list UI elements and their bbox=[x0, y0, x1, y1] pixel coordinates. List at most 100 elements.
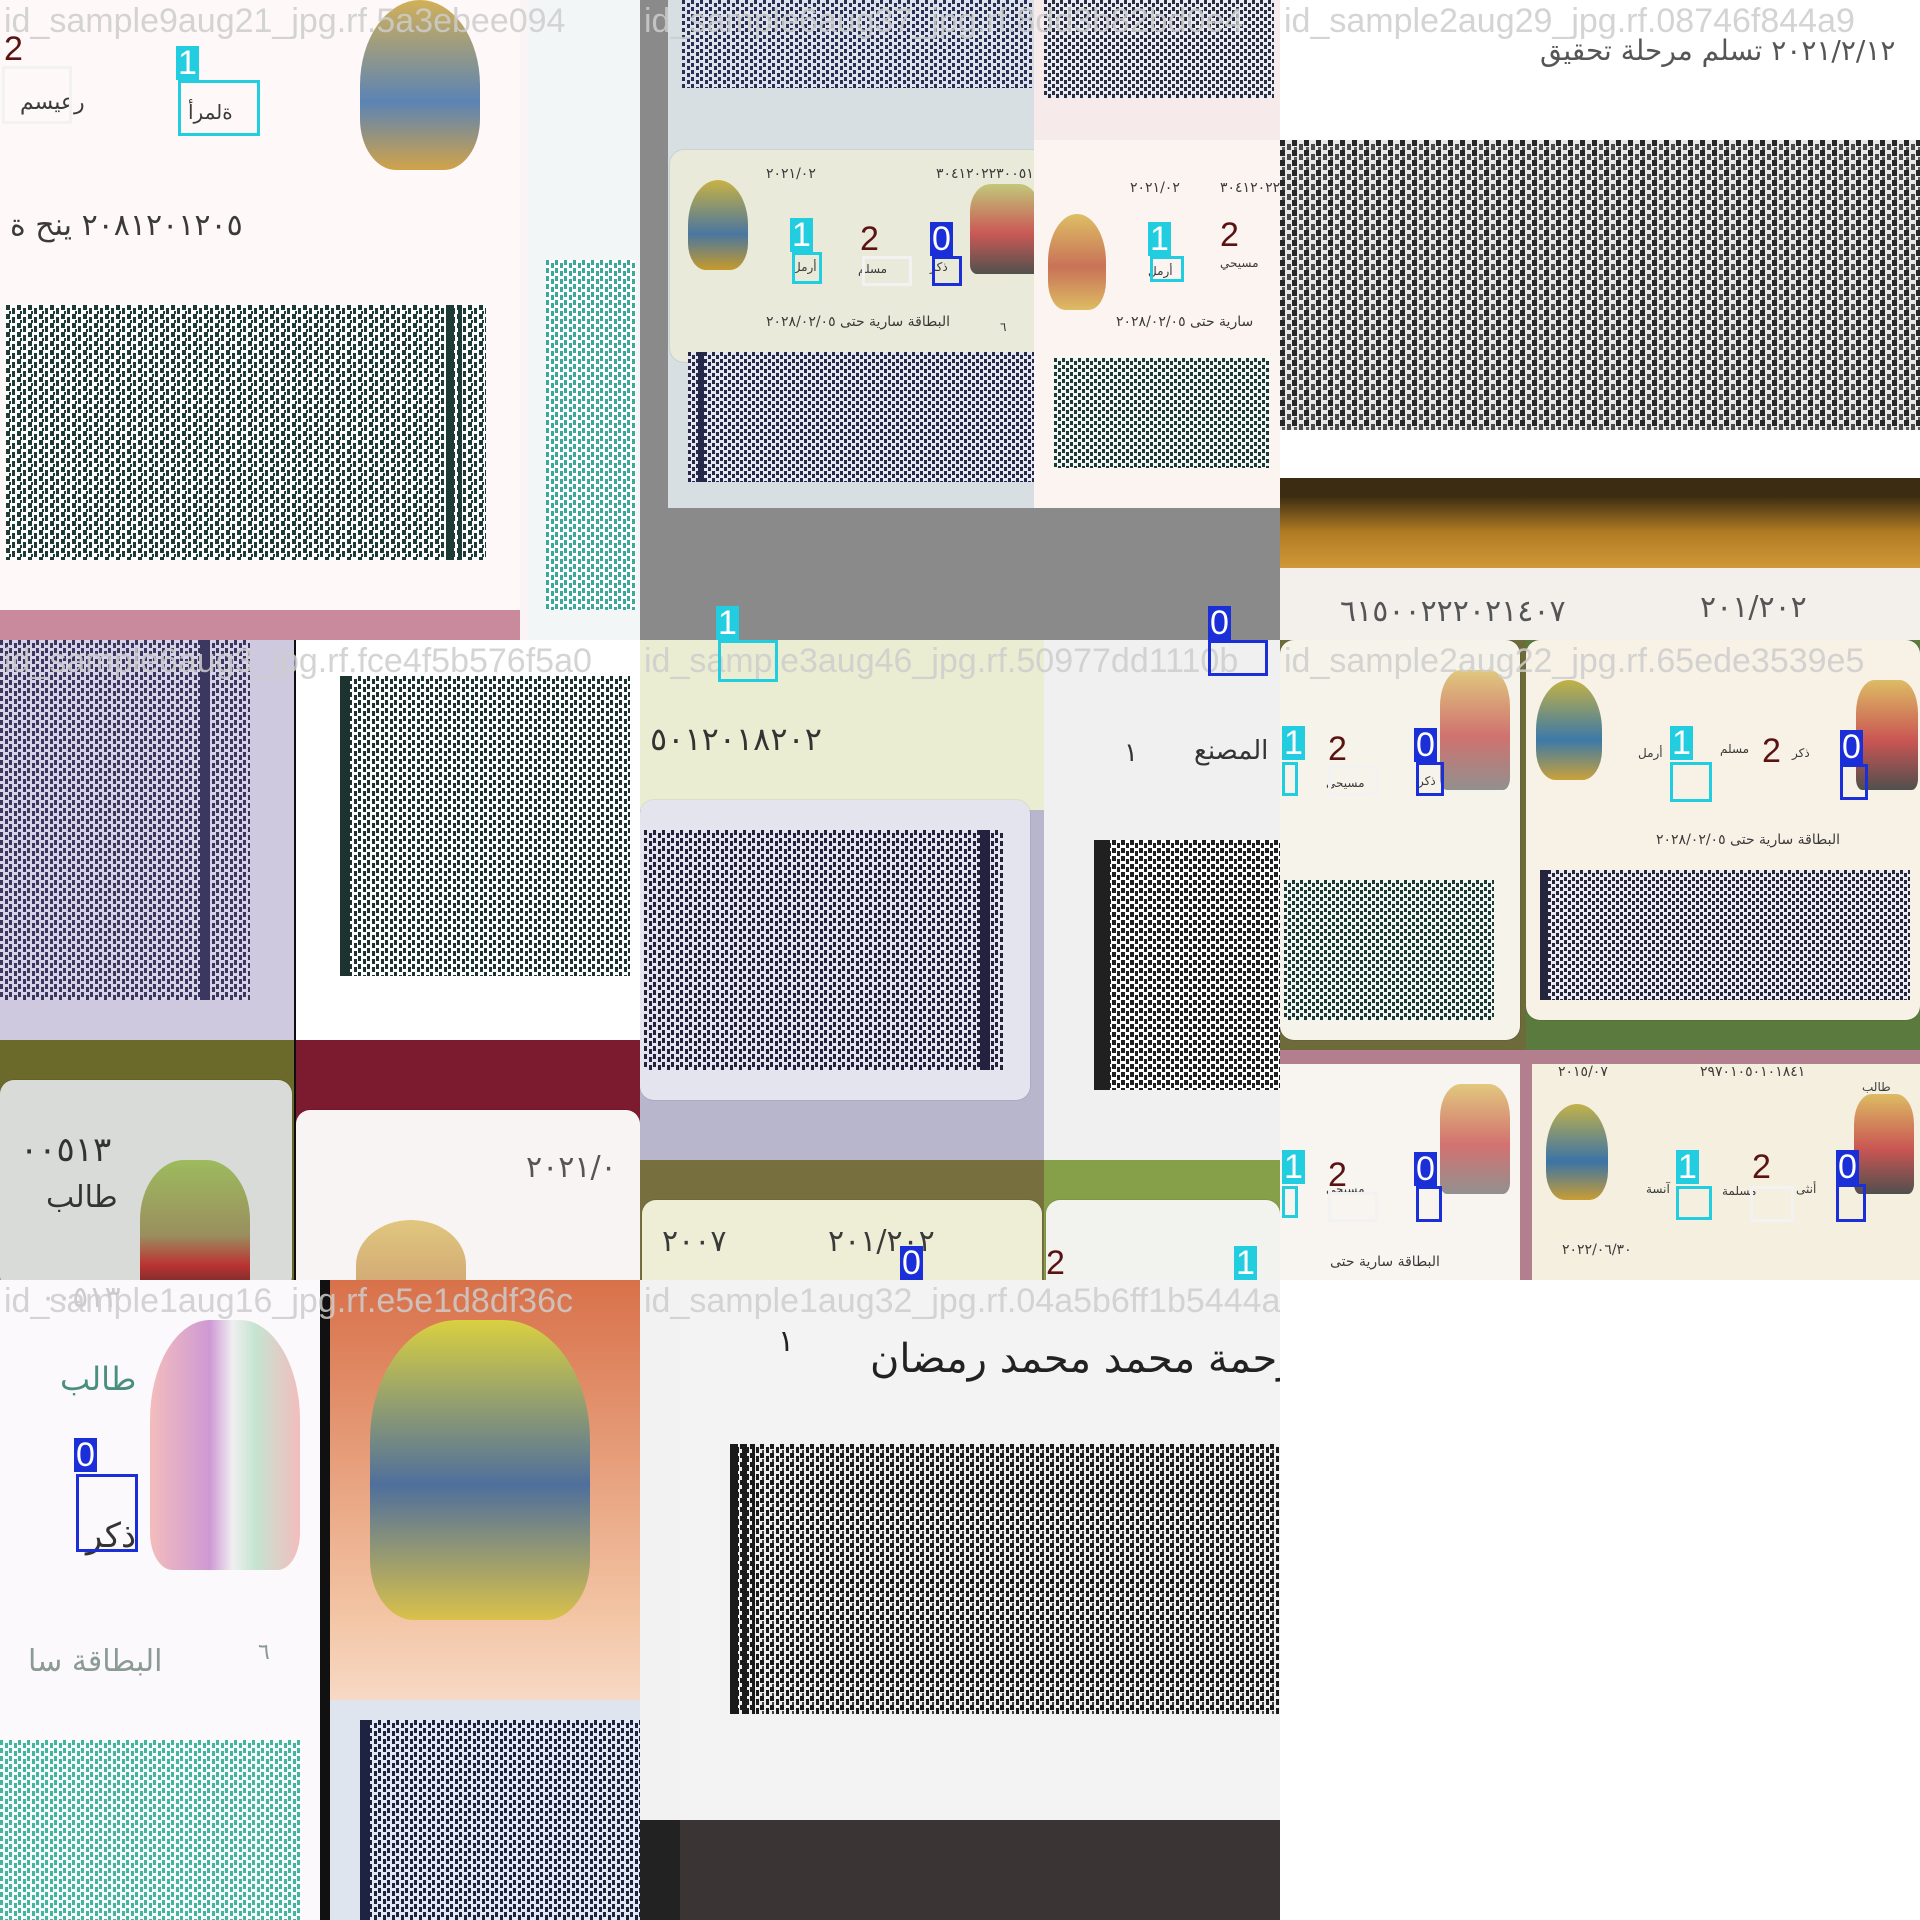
id-card-image: أرمل مسلم ذكر البطاقة سارية حتى ٢٠٢٨/٠٢/… bbox=[1526, 640, 1920, 1050]
detection-box-0 bbox=[1416, 1186, 1442, 1222]
barcode bbox=[1044, 0, 1274, 98]
card-text: البطاقة سارية حتى ٢٠٢٨/٠٢/٠٥ bbox=[1656, 832, 1840, 848]
barcode bbox=[0, 1740, 300, 1920]
class-label-1: 1 bbox=[1282, 724, 1305, 762]
class-label-2: 2 bbox=[1328, 730, 1347, 768]
detection-box-1 bbox=[1670, 762, 1712, 802]
barcode bbox=[1094, 840, 1280, 1090]
image-filename: id_sample3aug46_jpg.rf.50977dd1110b bbox=[644, 642, 1239, 680]
detection-box-0 bbox=[932, 256, 962, 286]
barcode bbox=[730, 1444, 1280, 1714]
barcode bbox=[1540, 870, 1910, 1000]
detection-box-1 bbox=[1282, 1186, 1298, 1218]
card-text: مسلمة bbox=[1722, 1184, 1757, 1198]
card-text: ١ bbox=[778, 1324, 795, 1359]
card-text: ٦ bbox=[258, 1640, 270, 1665]
eagle-emblem-icon bbox=[1440, 670, 1510, 790]
barcode bbox=[1054, 358, 1270, 468]
card-text: ةلمرأ bbox=[188, 100, 233, 124]
card-text: ٢٠٢١/٢/١٢ تسلم مرحلة تحقيق bbox=[1540, 34, 1896, 67]
class-label-1: 1 bbox=[1670, 724, 1693, 762]
mosaic-tile-7: طالب ذكر البطاقة سا ٦ ٠٠٥١٣ id_sample1au… bbox=[0, 1280, 640, 1920]
detection-box-2 bbox=[1328, 1192, 1378, 1222]
card-text: سارية حتى ٢٠٢٨/٠٢/٠٥ bbox=[1116, 314, 1254, 330]
detection-box-0 bbox=[1836, 1184, 1866, 1222]
detection-box-1 bbox=[1676, 1186, 1712, 1220]
barcode bbox=[340, 676, 630, 976]
id-card-image bbox=[296, 640, 640, 1040]
class-label-2: 2 bbox=[1328, 1156, 1347, 1194]
id-card-image bbox=[330, 1280, 640, 1920]
class-label-2: 2 bbox=[860, 220, 879, 258]
card-text: ٢٠٢١/٠٢ bbox=[766, 166, 816, 182]
id-card-image: رعيسم ةلمرأ ٢٠٨١٢٠١٢٠٥ ينح ة ٣ bbox=[0, 0, 528, 640]
card-text: أرمل bbox=[1148, 264, 1173, 278]
pharaoh-mask-icon bbox=[356, 1220, 466, 1280]
card-text: طالب bbox=[1862, 1080, 1891, 1094]
card-text: ٢٠٢٢/٠٦/٣٠ bbox=[1562, 1242, 1632, 1258]
card-text: المصنع bbox=[1194, 736, 1269, 766]
card-text: مسلم bbox=[858, 262, 888, 276]
detection-box-0 bbox=[1208, 640, 1268, 676]
card-text: طالب bbox=[46, 1180, 118, 1215]
id-card-image: ٢٠٢١/٠ bbox=[296, 1040, 640, 1280]
image-filename: id_sample1aug32_jpg.rf.04a5b6ff1b5444ae bbox=[644, 1282, 1280, 1320]
id-card-image: ٣٠٤١٢٠٢٢٣٠٠٥١٣ ٢٠٢١/٠٢ أرمل مسلم ذكر الب… bbox=[668, 0, 1064, 508]
detection-box-2 bbox=[1750, 1186, 1794, 1222]
id-card-image: مسيحى ذكر bbox=[1280, 640, 1526, 1050]
card-text: البطاقة سارية حتى bbox=[1330, 1254, 1440, 1270]
mosaic-tile-2: ٣٠٤١٢٠٢٢٣٠٠٥١٣ ٢٠٢١/٠٢ أرمل مسلم ذكر الب… bbox=[640, 0, 1280, 640]
class-label-2: 2 bbox=[1762, 732, 1781, 770]
eagle-emblem-icon bbox=[970, 184, 1040, 274]
id-card-image: طالب ٢٠١٥/٠٧ ٢٩٧٠١٠٥٠١٠١٨٤١ آنسة مسلمة أ… bbox=[1532, 1064, 1920, 1280]
card-text: مسيحى bbox=[1326, 776, 1365, 790]
id-card-front: ٢٠٢١/٠ bbox=[296, 1110, 640, 1280]
card-text: طالب bbox=[60, 1360, 137, 1398]
detection-box-2 bbox=[862, 256, 912, 286]
id-card-front: ٠٠٥١٣ طالب bbox=[0, 1080, 292, 1280]
id-card-image bbox=[528, 0, 640, 640]
image-filename: id_sample2aug29_jpg.rf.08746f844a9 bbox=[1284, 2, 1855, 40]
id-card-image: ٠٠٥١٣ طالب bbox=[0, 1040, 294, 1280]
detection-box-1 bbox=[1282, 762, 1298, 796]
id-card-image: ١ المصنع bbox=[1044, 640, 1280, 1160]
id-card-image: طالب ذكر البطاقة سا ٦ ٠٠٥١٣ bbox=[0, 1280, 320, 1920]
barcode bbox=[546, 260, 636, 610]
card-text: البطاقة سارية حتى ٢٠٢٨/٠٢/٠٥ bbox=[766, 314, 950, 330]
detection-box-1 bbox=[1150, 256, 1184, 282]
eagle-emblem-icon bbox=[140, 1160, 250, 1280]
mosaic-tile-empty bbox=[1280, 1280, 1920, 1920]
card-text: ٥٠١٢٠١٨٢٠٢ bbox=[650, 720, 822, 758]
card-text: ٦ bbox=[1000, 320, 1007, 334]
barcode bbox=[0, 640, 250, 1000]
wood-surface bbox=[1280, 478, 1920, 568]
barcode bbox=[644, 830, 1004, 1070]
detection-box-1 bbox=[792, 252, 822, 284]
class-label-0: 0 bbox=[74, 1436, 97, 1474]
detection-box-0 bbox=[76, 1474, 138, 1552]
card-text: آنسة bbox=[1646, 1182, 1670, 1196]
class-label-1: 1 bbox=[716, 604, 739, 640]
class-label-0: 0 bbox=[1414, 1150, 1437, 1188]
image-filename: id_sample2aug22_jpg.rf.65ede3539e5 bbox=[1284, 642, 1865, 680]
id-card-image: ٢٠١/٢٠٢ ٢٠٠٧ bbox=[640, 1160, 1044, 1280]
card-text: ٣٠٤١٢٠٢٢٣٠٠٥١٣ bbox=[1220, 180, 1280, 196]
card-text: ذكر bbox=[1792, 746, 1810, 760]
card-text: رعيسم bbox=[20, 90, 85, 115]
id-card-front: أرمل مسلم ذكر البطاقة سارية حتى ٢٠٢٨/٠٢/… bbox=[1526, 640, 1920, 1020]
class-label-0: 0 bbox=[900, 1244, 923, 1280]
eagle-emblem-icon bbox=[1440, 1084, 1510, 1194]
card-text: أرمل bbox=[1638, 746, 1663, 760]
card-text: أنثى bbox=[1796, 1182, 1817, 1196]
card-text: مسيحي bbox=[1220, 256, 1259, 270]
class-label-1: 1 bbox=[1234, 1244, 1257, 1280]
card-text: ٢٠١/٢٠٢ bbox=[1700, 590, 1807, 625]
id-card-back bbox=[640, 800, 1030, 1100]
eagle-emblem-icon bbox=[150, 1320, 300, 1570]
id-card-front: ٢٠١/٢٠٢ ٢٠٠٧ bbox=[642, 1200, 1042, 1280]
mosaic-tile-4: ٠٠٥١٣ طالب ٢٠٢١/٠ id_sample6aug3_jpg.rf.… bbox=[0, 640, 640, 1280]
class-label-0: 0 bbox=[1208, 604, 1231, 640]
detection-box-1 bbox=[718, 640, 778, 682]
class-label-2: 2 bbox=[1046, 1244, 1065, 1280]
id-card-image bbox=[640, 1280, 680, 1820]
